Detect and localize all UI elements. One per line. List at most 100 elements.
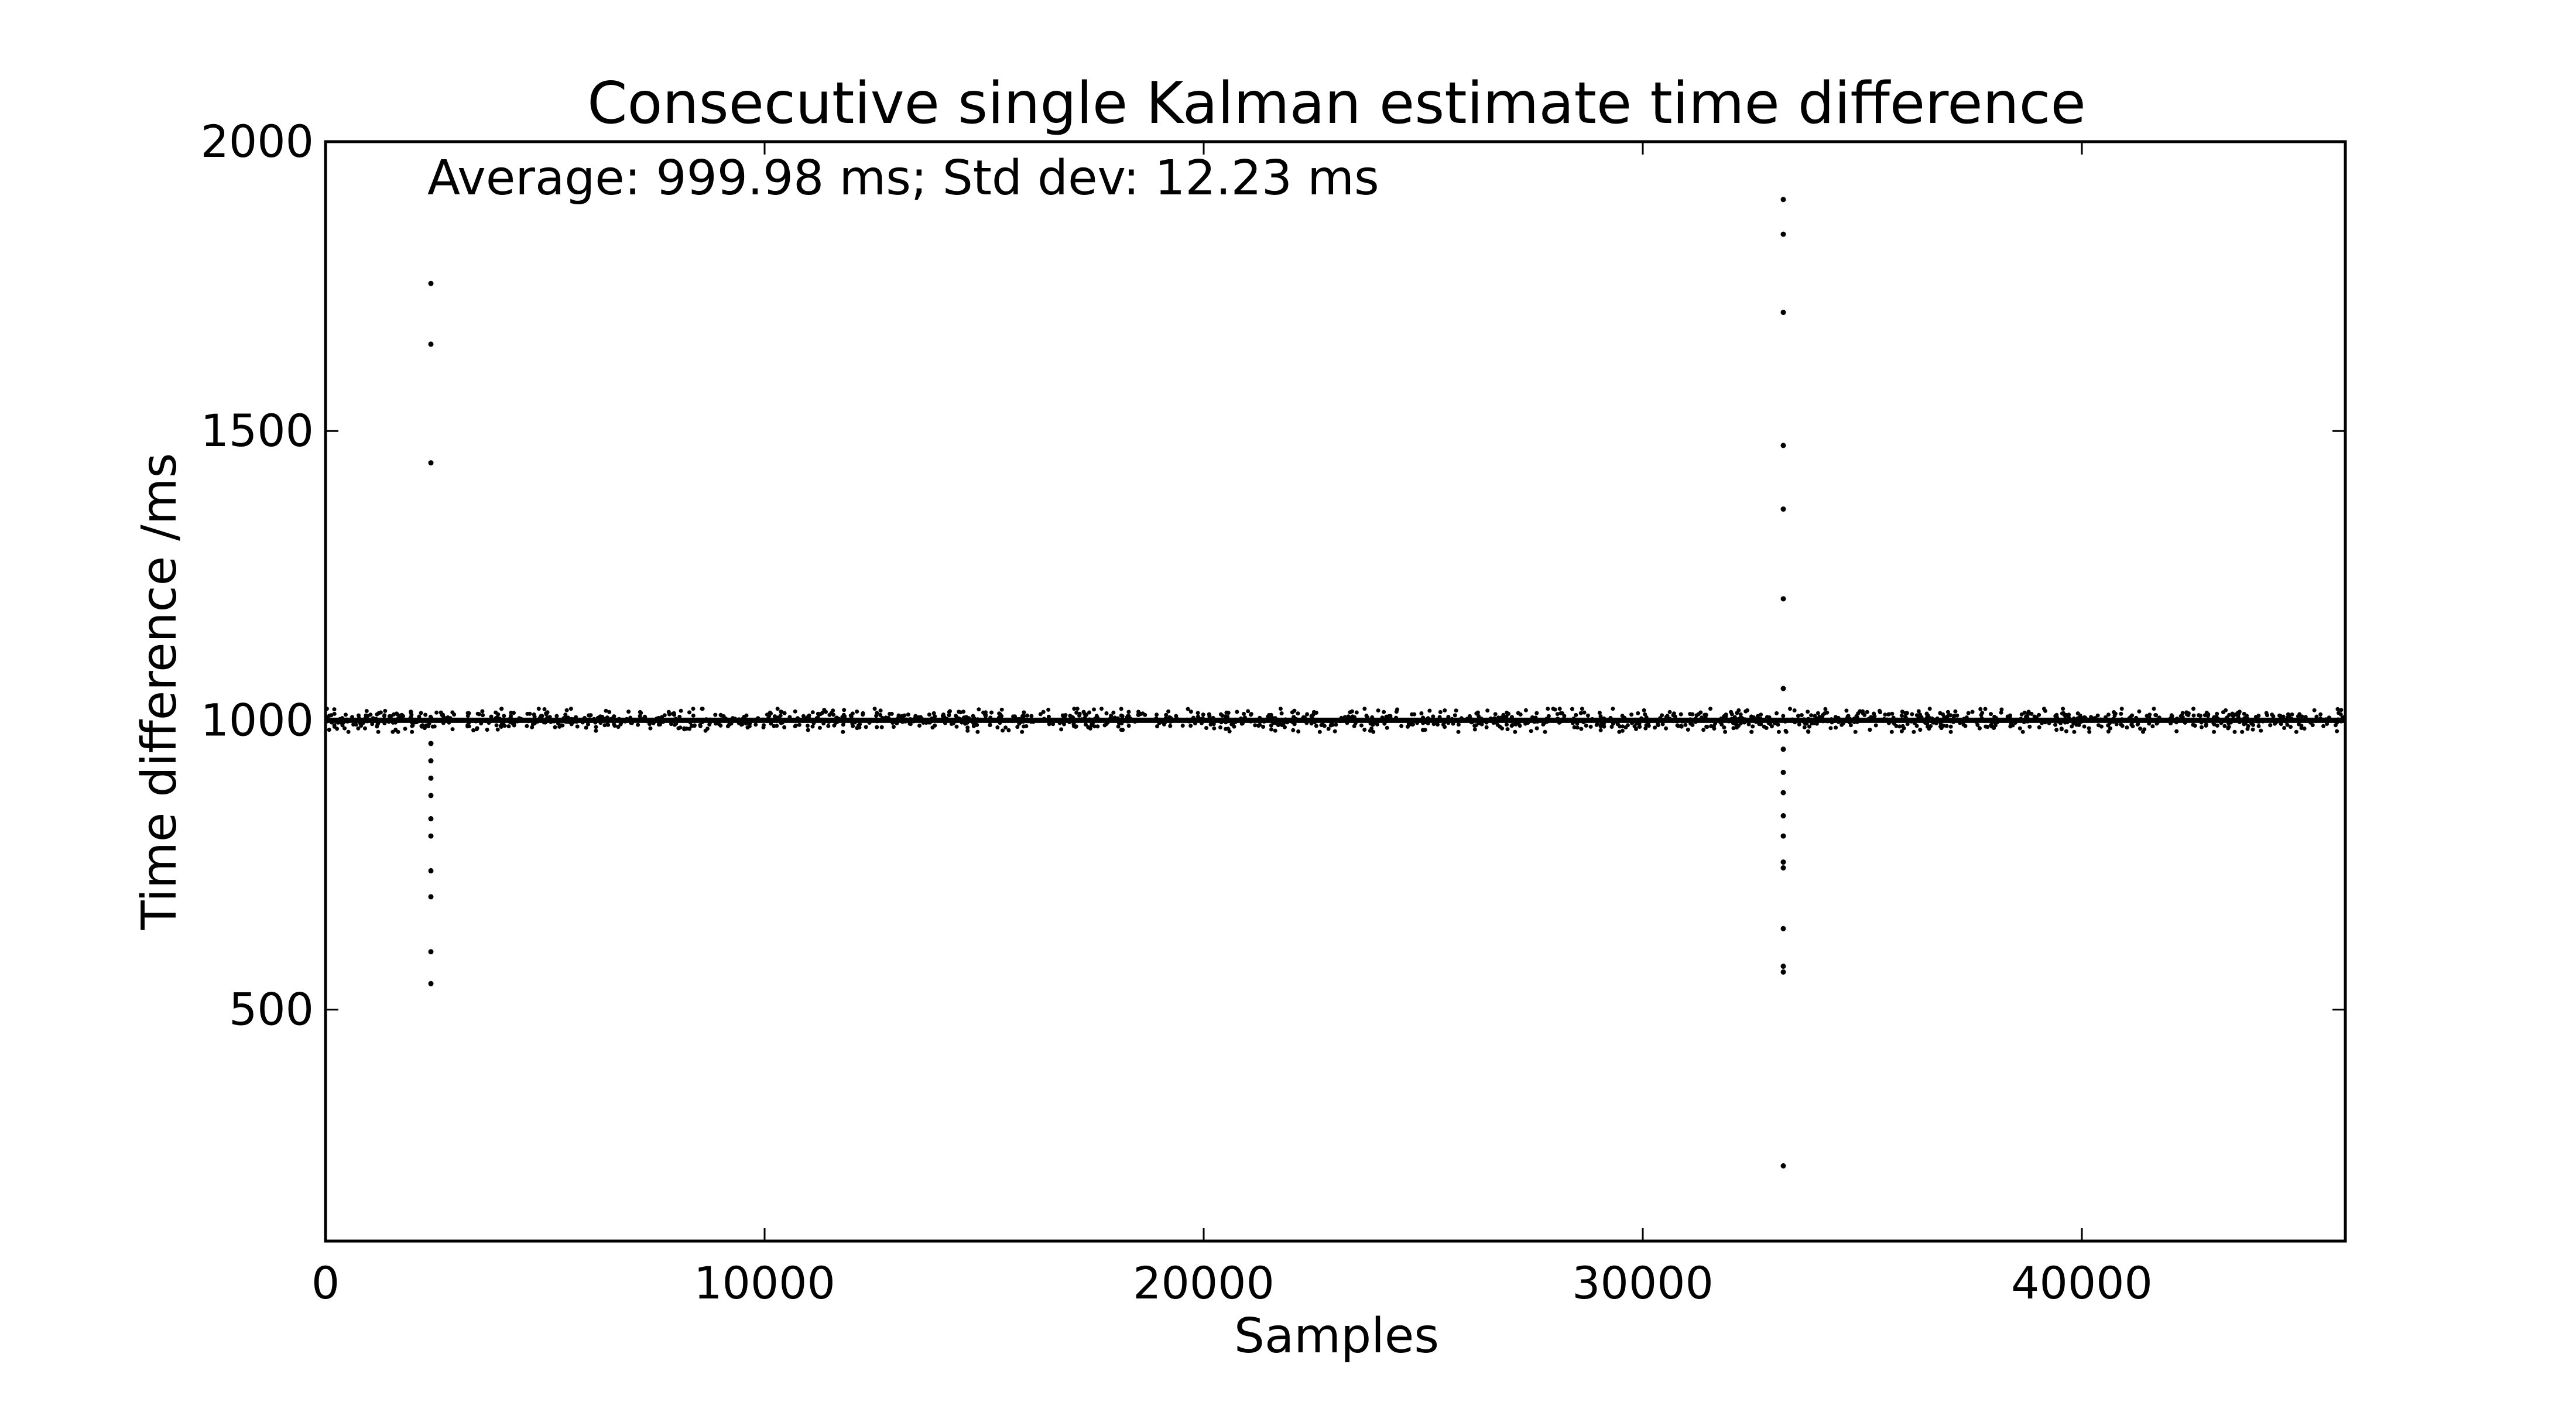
data-point [1989, 712, 1993, 717]
data-point [1174, 714, 1179, 718]
data-point [1431, 722, 1436, 727]
data-point [690, 724, 694, 728]
data-point [382, 713, 387, 718]
data-point [2193, 724, 2197, 728]
data-point [1279, 711, 1284, 716]
data-point [933, 723, 937, 728]
data-point [594, 728, 598, 733]
data-point [1195, 714, 1200, 719]
x-tick-label: 10000 [694, 1257, 835, 1309]
data-point [1543, 729, 1547, 734]
data-point [1948, 724, 1953, 729]
data-point [584, 725, 588, 730]
data-point [1617, 729, 1622, 734]
data-point [1690, 712, 1695, 717]
data-point [2062, 712, 2067, 717]
data-point [2119, 707, 2124, 711]
data-point [1675, 723, 1680, 728]
data-point [1227, 729, 1232, 734]
data-point [1955, 713, 1960, 718]
data-point [2279, 722, 2283, 727]
data-point [1188, 710, 1193, 714]
data-point [1467, 714, 1472, 718]
outlier-point [1780, 969, 1786, 975]
data-point [536, 707, 541, 711]
data-point [2232, 729, 2237, 734]
data-point [1598, 728, 1603, 732]
data-point [1802, 725, 1807, 729]
data-point [965, 728, 970, 733]
data-point [1059, 727, 1064, 732]
data-point [1001, 728, 1005, 733]
data-point [1928, 724, 1933, 728]
data-point [422, 726, 427, 731]
data-point [2087, 729, 2092, 734]
data-point [1242, 711, 1246, 716]
data-point [747, 724, 752, 728]
data-point [1775, 711, 1779, 715]
data-point [753, 722, 758, 727]
data-point [2268, 723, 2273, 728]
data-point [485, 728, 489, 732]
data-point [739, 722, 744, 727]
data-point [506, 724, 511, 729]
data-point [679, 708, 683, 713]
data-point [995, 725, 1000, 729]
data-point [1889, 729, 1894, 734]
data-point [363, 726, 367, 731]
data-point [2053, 722, 2058, 727]
data-point [1292, 708, 1297, 713]
data-point [2106, 723, 2111, 728]
data-point [1253, 723, 1258, 728]
data-point [376, 729, 381, 734]
data-point [2310, 723, 2315, 728]
data-point [1796, 714, 1800, 718]
data-point [1701, 728, 1706, 732]
data-point [999, 714, 1004, 718]
data-point [2095, 713, 2100, 718]
outlier-point [428, 280, 434, 286]
data-point [1751, 724, 1755, 729]
data-point [1431, 714, 1436, 719]
data-point [2271, 714, 2276, 718]
outlier-point [428, 981, 434, 986]
data-point [1534, 726, 1539, 731]
data-point [1164, 712, 1169, 717]
data-point [467, 724, 471, 728]
data-point [434, 710, 439, 715]
outlier-point [428, 758, 434, 764]
data-point [607, 710, 612, 714]
outlier-point [1780, 926, 1786, 931]
outlier-point [1780, 746, 1786, 752]
data-point [2250, 727, 2255, 732]
data-point [1513, 729, 1517, 734]
data-point [698, 724, 703, 728]
data-point [1072, 707, 1077, 711]
data-point [1712, 727, 1717, 731]
data-point [1011, 714, 1016, 719]
data-point [1126, 710, 1131, 714]
data-point [1807, 724, 1811, 729]
data-point [700, 707, 704, 711]
data-point [1768, 722, 1772, 727]
data-point [1305, 712, 1310, 717]
data-point [917, 724, 922, 728]
data-point [761, 725, 766, 729]
data-point [725, 724, 730, 729]
outlier-point [1780, 506, 1786, 512]
data-point [1121, 728, 1125, 732]
data-point [775, 707, 780, 711]
data-point [1886, 712, 1890, 717]
data-point [1212, 726, 1217, 731]
data-point [1232, 724, 1236, 729]
data-point [2312, 708, 2317, 712]
data-point [606, 722, 611, 727]
data-point [975, 729, 980, 734]
data-point [2321, 724, 2325, 728]
outlier-point [428, 949, 434, 955]
data-point [1673, 714, 1677, 719]
data-point [409, 712, 414, 717]
data-point [1629, 712, 1634, 717]
data-point [1074, 724, 1078, 729]
data-point [532, 714, 537, 719]
